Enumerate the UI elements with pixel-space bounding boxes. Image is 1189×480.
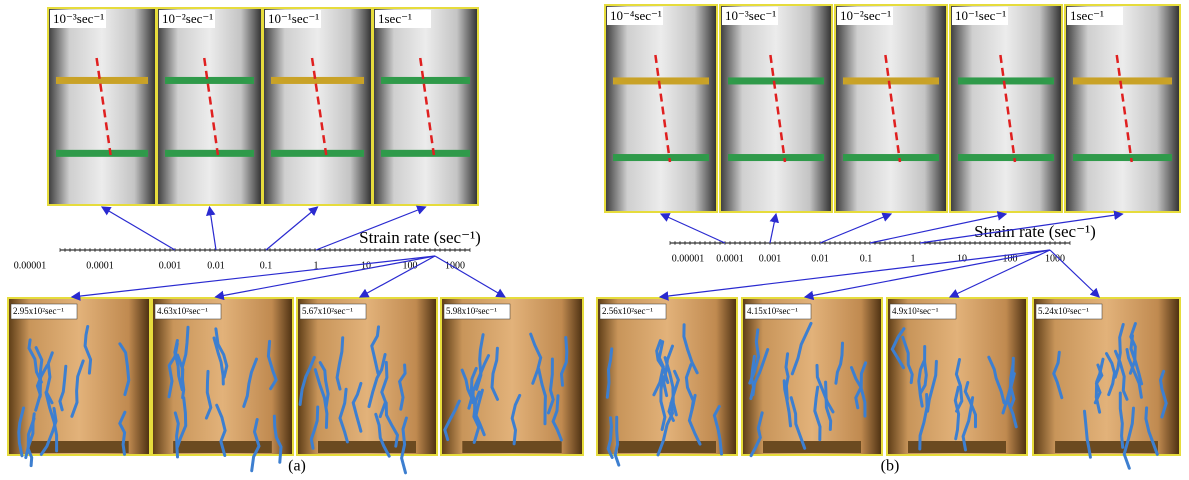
base [618, 441, 716, 453]
band [381, 150, 470, 157]
arrow [805, 250, 1050, 297]
specimen-photo: 4.9x10²sec⁻¹ [887, 298, 1027, 455]
tick-label: 0.001 [759, 253, 782, 264]
strain-rate-label: 2.95x10²sec⁻¹ [13, 306, 64, 316]
tick-label: 0.0001 [716, 253, 744, 264]
strain-rate-label: 4.15x10²sec⁻¹ [747, 306, 798, 316]
photo [48, 8, 156, 205]
photo [605, 5, 717, 212]
arrow [210, 207, 217, 250]
specimen-photo: 10⁻³sec⁻¹ [720, 5, 832, 212]
strain-rate-label: 10⁻⁴sec⁻¹ [610, 8, 662, 23]
tick-label: 0.00001 [672, 253, 705, 264]
tick-label: 0.1 [860, 253, 873, 264]
specimen-photo: 10⁻²sec⁻¹ [835, 5, 947, 212]
tick-label: 0.001 [159, 260, 182, 271]
photo [1065, 5, 1180, 212]
specimen-photo: 10⁻²sec⁻¹ [157, 8, 262, 205]
arrow [360, 256, 435, 297]
photo [157, 8, 262, 205]
strain-rate-label: 10⁻³sec⁻¹ [725, 8, 776, 23]
tick-label: 10 [957, 253, 967, 264]
arrow [72, 256, 435, 297]
strain-rate-label: 1sec⁻¹ [378, 11, 412, 26]
strain-rate-label: 10⁻²sec⁻¹ [840, 8, 891, 23]
band [165, 150, 254, 157]
specimen-photo: 1sec⁻¹ [1065, 5, 1180, 212]
band [613, 154, 709, 161]
band [165, 77, 254, 84]
strain-rate-label: 1sec⁻¹ [1070, 8, 1104, 23]
band [843, 77, 939, 84]
band [728, 77, 824, 84]
panel-caption: (b) [881, 458, 900, 475]
base [318, 441, 416, 453]
specimen-photo: 2.56x10²sec⁻¹ [597, 298, 737, 465]
photo [720, 5, 832, 212]
specimen-photo: 2.95x10²sec⁻¹ [8, 298, 150, 466]
band [613, 77, 709, 84]
strain-rate-label: 4.9x10²sec⁻¹ [892, 306, 939, 316]
axis-title: Strain rate (sec⁻¹) [974, 222, 1096, 241]
tick-label: 0.01 [207, 260, 225, 271]
tick-label: 0.0001 [86, 260, 114, 271]
tick-label: 1 [911, 253, 916, 264]
crack-trace [175, 413, 178, 457]
band [958, 154, 1054, 161]
arrow [102, 207, 175, 250]
arrow [770, 214, 776, 243]
base [908, 441, 1006, 453]
photo [835, 5, 947, 212]
band [958, 77, 1054, 84]
photo [263, 8, 372, 205]
tick-label: 0.1 [260, 260, 273, 271]
arrow [1050, 250, 1099, 297]
specimen-photo: 10⁻⁴sec⁻¹ [605, 5, 717, 212]
photo [950, 5, 1062, 212]
photo [373, 8, 478, 205]
band [843, 154, 939, 161]
specimen-photo: 4.15x10²sec⁻¹ [742, 298, 882, 456]
figure: 10⁻³sec⁻¹ 10⁻²sec⁻¹ 10⁻¹sec⁻¹ 1sec⁻¹ 2.95x10… [0, 0, 1189, 480]
specimen-photo: 10⁻¹sec⁻¹ [950, 5, 1062, 212]
strain-rate-label: 5.67x10²sec⁻¹ [302, 306, 353, 316]
band [56, 150, 148, 157]
strain-rate-label: 10⁻³sec⁻¹ [53, 11, 104, 26]
base [462, 441, 561, 453]
arrow [266, 207, 318, 250]
strain-rate-label: 5.98x10²sec⁻¹ [446, 306, 497, 316]
base [1055, 441, 1158, 453]
strain-rate-label: 10⁻¹sec⁻¹ [955, 8, 1006, 23]
band [271, 77, 364, 84]
specimen-photo: 1sec⁻¹ [373, 8, 478, 205]
panel-caption: (a) [288, 458, 306, 475]
band [381, 77, 470, 84]
tick-label: 0.01 [811, 253, 829, 264]
arrow [820, 214, 891, 243]
band [1073, 154, 1172, 161]
strain-rate-label: 10⁻²sec⁻¹ [162, 11, 213, 26]
strain-rate-label: 2.56x10²sec⁻¹ [602, 306, 653, 316]
strain-rate-label: 4.63x10²sec⁻¹ [157, 306, 208, 316]
specimen-photo: 10⁻³sec⁻¹ [48, 8, 156, 205]
specimen-photo: 10⁻¹sec⁻¹ [263, 8, 372, 205]
band [271, 150, 364, 157]
tick-label: 0.00001 [14, 260, 47, 271]
specimen-photo: 5.24x10²sec⁻¹ [1033, 298, 1180, 468]
base [763, 441, 861, 453]
strain-rate-label: 5.24x10²sec⁻¹ [1038, 306, 1089, 316]
specimen-photo: 5.67x10²sec⁻¹ [297, 298, 437, 473]
axis-title: Strain rate (sec⁻¹) [359, 228, 481, 247]
specimen-photo: 4.63x10²sec⁻¹ [152, 298, 293, 471]
band [728, 154, 824, 161]
band [1073, 77, 1172, 84]
tick-label: 1000 [445, 260, 465, 271]
strain-rate-label: 10⁻¹sec⁻¹ [268, 11, 319, 26]
specimen-photo: 5.98x10²sec⁻¹ [441, 298, 583, 455]
arrow [435, 256, 505, 297]
arrow [661, 214, 725, 243]
band [56, 77, 148, 84]
